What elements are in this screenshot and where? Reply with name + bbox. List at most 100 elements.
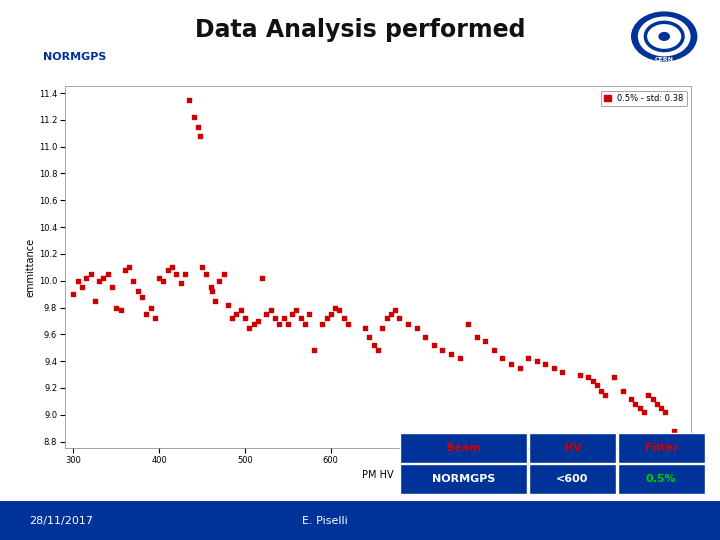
Point (136, 293, 148, 301)
Text: HV: HV (564, 442, 582, 453)
Point (651, 400, 662, 408)
Point (488, 346, 500, 355)
Point (381, 314, 392, 322)
Point (565, 437, 577, 446)
Point (68, 290, 79, 299)
Point (149, 314, 161, 322)
Point (428, 341, 439, 349)
Point (338, 314, 349, 322)
Point (210, 296, 221, 305)
Point (320, 314, 332, 322)
Point (523, 354, 534, 363)
Text: Filter: Filter (644, 442, 678, 453)
Point (287, 310, 298, 319)
Circle shape (639, 17, 690, 56)
Point (226, 314, 238, 322)
Point (497, 354, 508, 363)
Point (94, 276, 105, 285)
Point (304, 310, 315, 319)
Point (531, 357, 542, 366)
Point (98, 274, 109, 282)
Point (402, 319, 414, 328)
Point (342, 319, 354, 328)
Text: CERN: CERN (654, 57, 674, 62)
Point (111, 303, 122, 312)
Point (132, 287, 143, 296)
Point (377, 323, 388, 332)
Y-axis label: emmittance: emmittance (26, 238, 36, 297)
Point (197, 263, 208, 272)
Point (123, 263, 135, 272)
Point (557, 368, 568, 376)
Point (235, 306, 246, 314)
Point (317, 319, 328, 328)
Point (630, 400, 642, 408)
Point (140, 310, 152, 319)
Point (655, 404, 667, 413)
Text: Beam: Beam (446, 442, 481, 453)
Point (81, 274, 92, 282)
Point (188, 113, 199, 122)
Point (201, 269, 212, 278)
Point (300, 319, 311, 328)
Point (420, 333, 431, 341)
Point (153, 274, 165, 282)
Point (626, 394, 637, 403)
Point (179, 269, 191, 278)
Point (162, 266, 174, 274)
Point (127, 276, 139, 285)
Point (274, 319, 285, 328)
Point (205, 283, 217, 292)
Text: 28/11/2017: 28/11/2017 (29, 516, 93, 525)
Point (471, 333, 482, 341)
Point (574, 370, 585, 379)
Point (582, 373, 594, 381)
Text: <600: <600 (557, 474, 589, 484)
Point (390, 306, 401, 314)
Point (364, 333, 375, 341)
Point (248, 319, 259, 328)
Point (265, 306, 276, 314)
Point (278, 314, 289, 322)
Point (394, 314, 405, 322)
Circle shape (631, 12, 697, 61)
Point (642, 390, 654, 399)
Point (445, 350, 456, 359)
Point (166, 263, 178, 272)
Point (107, 283, 118, 292)
Point (256, 274, 268, 282)
Point (243, 323, 255, 332)
Point (325, 310, 336, 319)
Point (608, 373, 620, 381)
Point (333, 306, 345, 314)
Point (514, 363, 526, 372)
Point (638, 408, 649, 416)
Point (595, 386, 607, 395)
Point (647, 394, 658, 403)
Point (252, 316, 264, 325)
Point (587, 377, 598, 386)
Point (548, 363, 559, 372)
Point (385, 310, 397, 319)
Point (119, 266, 130, 274)
Point (480, 336, 491, 345)
Point (505, 360, 517, 368)
Point (214, 276, 225, 285)
Point (591, 381, 603, 389)
Point (634, 404, 645, 413)
Point (261, 310, 272, 319)
Text: NORMGPS: NORMGPS (432, 474, 495, 484)
Point (372, 346, 384, 355)
Point (462, 319, 474, 328)
Point (291, 306, 302, 314)
Text: E. Piselli: E. Piselli (302, 516, 348, 525)
Point (617, 386, 629, 395)
Point (539, 360, 551, 368)
Point (175, 279, 186, 288)
Point (230, 310, 242, 319)
Text: NORMGPS: NORMGPS (43, 52, 107, 62)
Text: 0.5%: 0.5% (646, 474, 677, 484)
Point (85, 269, 96, 278)
Point (660, 408, 671, 416)
Point (76, 283, 88, 292)
